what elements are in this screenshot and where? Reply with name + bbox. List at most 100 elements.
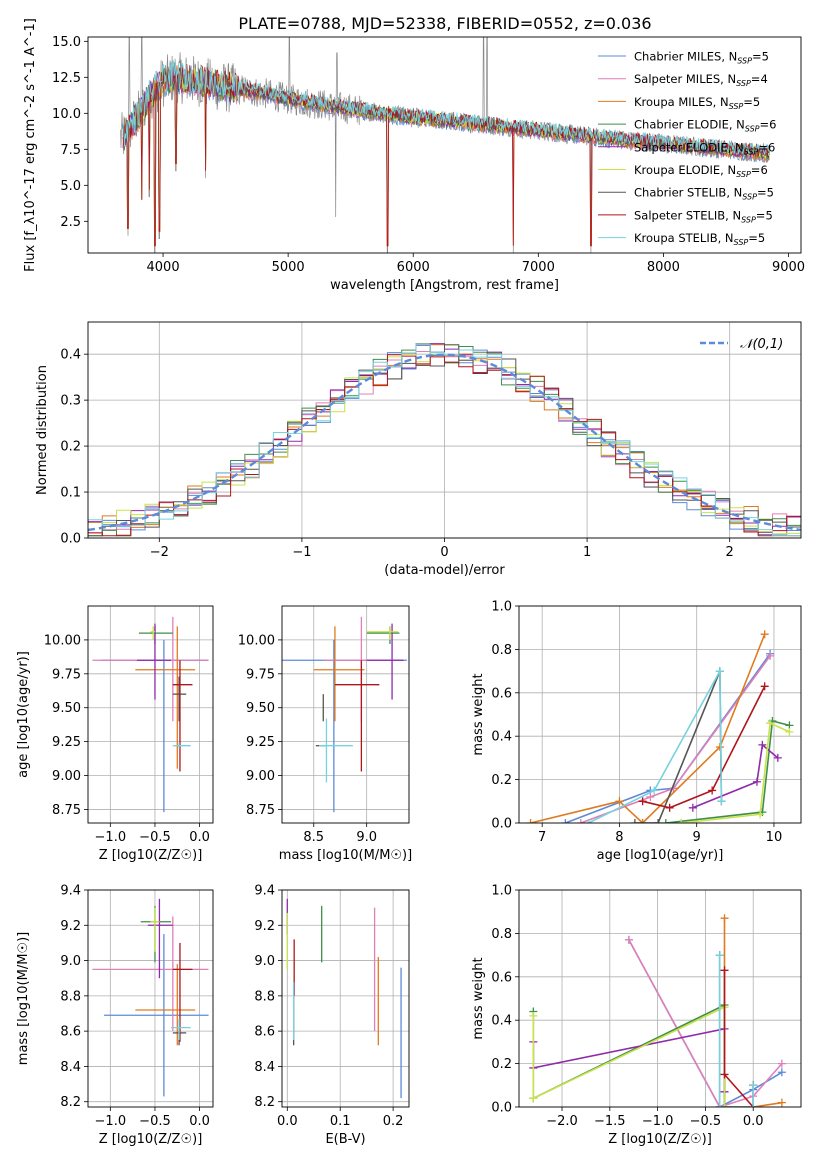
x-tick-label: −1 (292, 545, 311, 560)
weight-point-marker (777, 1068, 786, 1077)
x-tick-label: −0.5 (139, 1114, 171, 1129)
plot-frame (281, 605, 410, 824)
y-tick-label: 8.4 (60, 1060, 81, 1075)
y-tick-label: 9.0 (254, 954, 275, 969)
y-tick-label: 0.4 (491, 1014, 512, 1029)
age-vs-metallicity-panel: −1.0 −0.5 0.0 8.75 9.00 9.25 9.50 9.75 10.00 Z [l… (16, 605, 214, 863)
weight-point-marker (777, 1059, 786, 1068)
y-tick-label: 9.4 (60, 884, 81, 899)
y-tick-label: 7.5 (60, 143, 81, 158)
weight-series-line (580, 655, 771, 823)
weight-point-marker (615, 797, 624, 806)
legend-entry: Kroupa MILES, NSSP=5 (634, 95, 760, 111)
legend-entry: Kroupa ELODIE, NSSP=6 (634, 163, 768, 179)
x-tick-label: −2.0 (546, 1114, 578, 1129)
x-axis-label: Z [log10(Z/Z☉)] (99, 848, 203, 863)
x-tick-label: 0.0 (277, 1114, 298, 1129)
x-tick-label: 0.0 (189, 830, 210, 845)
y-tick-label: 1.0 (491, 884, 512, 899)
histogram-step-line (88, 344, 801, 537)
weight-point-marker (576, 819, 585, 823)
legend-entry: Salpeter ELODIE, NSSP=6 (634, 140, 775, 156)
weight-point-marker (708, 786, 717, 795)
y-tick-label: 10.0 (52, 107, 81, 122)
y-tick-label: 0.2 (60, 440, 81, 455)
y-tick-label: 8.6 (60, 1025, 81, 1040)
weight-point-marker (766, 719, 775, 728)
y-tick-label: 8.2 (254, 1095, 275, 1110)
x-tick-label: −1.0 (95, 830, 127, 845)
weight-point-marker (715, 1103, 724, 1107)
y-tick-label: 0.4 (491, 730, 512, 745)
y-tick-label: 8.75 (52, 803, 81, 818)
weight-point-marker (526, 819, 535, 823)
plot-area (92, 616, 209, 813)
legend-entry: Chabrier ELODIE, NSSP=6 (634, 118, 776, 134)
weight-point-marker (715, 667, 724, 676)
x-axis-label: (data-model)/error (384, 563, 505, 578)
x-tick-label: 0.2 (383, 1114, 404, 1129)
weight-point-marker (720, 914, 729, 923)
x-tick-label: 4000 (147, 260, 180, 275)
weight-vs-age-panel: 7 8 9 10 0.0 0.2 0.4 0.6 0.8 1.0 age [log10(age/yr… (471, 600, 802, 863)
y-tick-label: 9.75 (52, 667, 81, 682)
y-tick-label: 0.6 (491, 686, 512, 701)
y-tick-label: 12.5 (52, 71, 81, 86)
y-tick-label: 8.75 (246, 803, 275, 818)
y-tick-label: 8.2 (60, 1095, 81, 1110)
x-tick-label: 7 (538, 830, 546, 845)
weight-point-marker (758, 740, 767, 749)
y-axis-label: Flux [f_λ10^-17 erg cm^-2 s^-1 A^-1] (23, 18, 38, 272)
x-tick-label: 9.0 (356, 830, 377, 845)
y-tick-label: 9.00 (246, 769, 275, 784)
y-tick-label: 0.8 (491, 643, 512, 658)
weight-point-marker (749, 1081, 758, 1090)
age-vs-mass-panel: 8.5 9.0 8.75 9.00 9.25 9.50 9.75 10.00 mass [log… (238, 605, 412, 863)
x-tick-label: 1 (583, 545, 591, 560)
y-tick-label: 8.8 (60, 989, 81, 1004)
y-tick-label: 9.50 (246, 701, 275, 716)
spectrum-legend: Chabrier MILES, NSSP=5 Salpeter MILES, NS… (598, 50, 776, 247)
weight-series-line (681, 722, 790, 823)
weight-point-marker (561, 819, 570, 823)
weight-point-marker (760, 630, 769, 639)
y-tick-label: 0.2 (491, 773, 512, 788)
x-tick-label: −1.5 (594, 1114, 626, 1129)
y-tick-label: 0.3 (60, 394, 81, 409)
weight-point-marker (766, 651, 775, 660)
x-tick-label: 0 (440, 545, 448, 560)
weight-vs-metallicity-panel: −2.0 −1.5 −1.0 −0.5 0.0 0.0 0.2 0.4 0.6 0.8 1.0 Z [… (471, 884, 802, 1147)
weight-point-marker (777, 1098, 786, 1107)
weight-series-line (665, 719, 790, 823)
y-tick-label: 9.50 (52, 701, 81, 716)
normal-distribution-curve (88, 353, 801, 532)
y-tick-label: 0.0 (491, 1101, 512, 1116)
x-axis-label: Z [log10(Z/Z☉)] (99, 1132, 203, 1147)
y-tick-label: 9.2 (254, 919, 275, 934)
weight-point-marker (665, 803, 674, 812)
weight-series-line (692, 743, 779, 809)
y-tick-label: 9.25 (52, 735, 81, 750)
plot-area (88, 343, 801, 537)
plot-frame (518, 605, 802, 824)
y-axis-label: mass weight (471, 673, 486, 755)
histogram-step-line (88, 343, 801, 537)
weight-point-marker (752, 777, 761, 786)
y-axis-label: Normed distribution (35, 365, 50, 495)
x-tick-label: 8000 (647, 260, 680, 275)
weight-point-marker (654, 819, 663, 823)
residuals-panel: −2 −1 0 1 2 0.0 0.1 0.2 0.3 0.4 (data-model)/error… (35, 321, 802, 578)
weight-point-marker (638, 819, 647, 823)
weight-point-marker (749, 1103, 758, 1107)
x-tick-label: 9000 (772, 260, 805, 275)
plot-area (282, 616, 407, 813)
y-tick-label: 0.4 (60, 348, 81, 363)
weight-point-marker (584, 819, 593, 823)
x-tick-label: 2 (726, 545, 734, 560)
y-tick-label: 5.0 (60, 179, 81, 194)
weight-point-marker (529, 1011, 538, 1020)
x-tick-label: 8 (615, 830, 623, 845)
y-tick-label: 9.2 (60, 919, 81, 934)
weight-point-marker (624, 935, 633, 944)
y-tick-label: 9.25 (246, 735, 275, 750)
